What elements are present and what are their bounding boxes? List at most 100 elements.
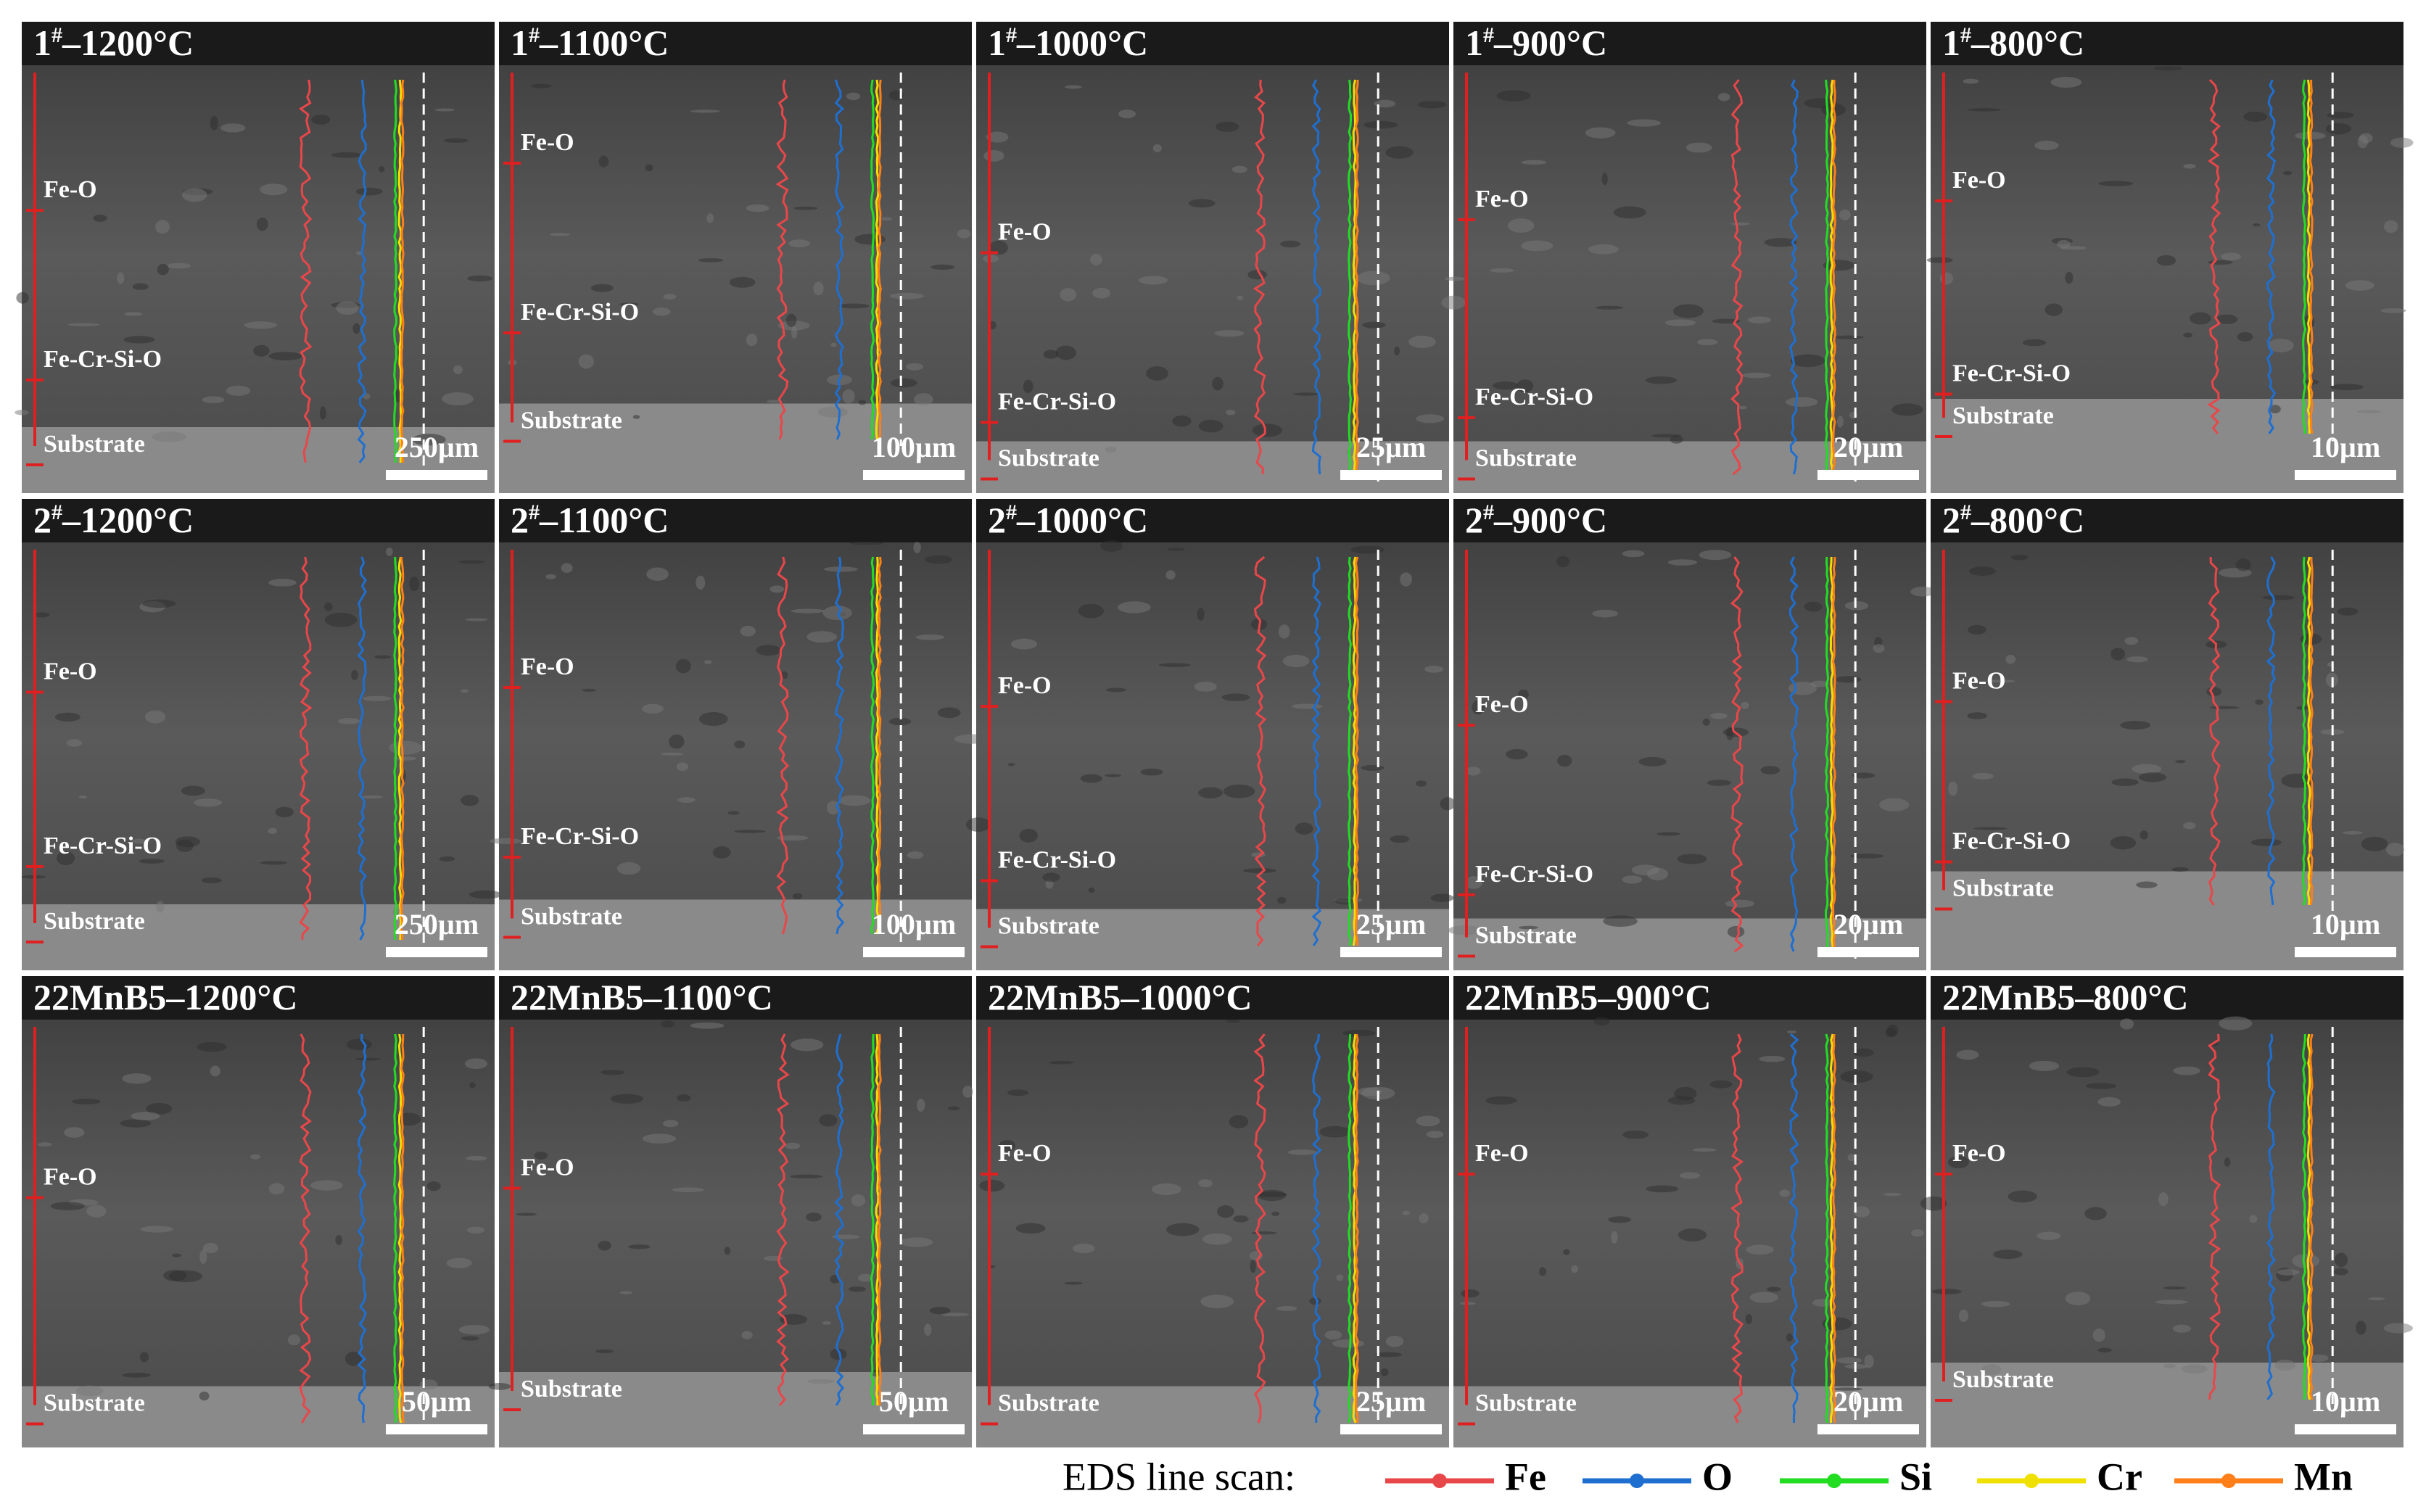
texture	[287, 1334, 300, 1346]
texture	[628, 1244, 651, 1249]
texture	[1833, 335, 1864, 339]
legend-marker	[1432, 1474, 1447, 1488]
texture	[2337, 607, 2359, 616]
texture	[1226, 1020, 1240, 1023]
texture	[2155, 1300, 2188, 1305]
texture	[652, 307, 671, 316]
panel-background	[1453, 499, 1926, 970]
texture	[851, 1194, 866, 1207]
texture	[1656, 832, 1680, 836]
texture	[132, 838, 147, 844]
sem-panel: 2#–1100°C Fe-O Fe-Cr-Si-O Substrate 100µm	[490, 499, 989, 970]
texture	[2085, 1083, 2117, 1089]
texture	[1647, 867, 1669, 880]
texture	[202, 396, 225, 404]
texture	[163, 1270, 187, 1281]
texture	[1556, 555, 1570, 568]
texture	[1910, 586, 1936, 597]
texture	[549, 233, 571, 236]
texture	[1117, 601, 1151, 614]
texture	[1197, 608, 1205, 621]
texture	[1229, 1115, 1249, 1128]
panel-background	[499, 976, 972, 1447]
texture	[123, 336, 155, 344]
legend-label: Cr	[2097, 1455, 2142, 1498]
texture	[767, 400, 782, 403]
texture	[545, 574, 556, 579]
texture	[1726, 727, 1734, 740]
texture	[311, 115, 331, 125]
eds-line-scan	[1352, 1033, 1357, 1424]
texture	[2221, 252, 2242, 261]
texture	[2262, 595, 2295, 600]
panel-title: 2#–1100°C	[511, 500, 669, 540]
texture	[1779, 1189, 1790, 1197]
layer-label: Substrate	[521, 407, 622, 434]
panel-background	[1453, 976, 1926, 1447]
texture	[1080, 774, 1102, 783]
texture	[1685, 142, 1712, 153]
legend-label: Si	[1899, 1455, 1932, 1498]
texture	[446, 1257, 472, 1268]
texture	[1390, 835, 1410, 843]
substrate-region	[1453, 441, 1926, 493]
texture	[1712, 318, 1741, 324]
texture	[2333, 1268, 2348, 1276]
panel-title: 2#–1000°C	[988, 500, 1148, 540]
texture	[71, 1098, 101, 1105]
texture	[619, 302, 639, 306]
texture	[662, 1120, 679, 1128]
eds-line-scan	[1825, 556, 1830, 952]
title-superscript: #	[1960, 500, 1971, 524]
texture	[1707, 780, 1732, 786]
texture	[785, 313, 797, 327]
layer-label: Substrate	[44, 431, 145, 458]
scale-bar-label: 10µm	[2311, 908, 2380, 941]
texture	[1622, 875, 1643, 884]
layer-label: Substrate	[1952, 402, 2054, 429]
title-sample: 2	[1465, 500, 1483, 540]
texture	[1786, 1030, 1797, 1034]
texture	[244, 321, 278, 329]
texture	[1627, 119, 1661, 127]
texture	[34, 612, 50, 618]
panel-title: 2#–1200°C	[33, 500, 194, 540]
layer-label: Substrate	[1952, 1366, 2054, 1393]
texture	[453, 365, 463, 374]
layer-label: Fe-Cr-Si-O	[44, 346, 162, 373]
texture	[1151, 1183, 1181, 1196]
texture	[260, 861, 287, 865]
texture	[260, 183, 288, 196]
texture	[199, 1249, 207, 1265]
texture	[2110, 648, 2126, 661]
texture	[1879, 798, 1910, 811]
texture	[2175, 760, 2186, 764]
texture	[2029, 1060, 2060, 1071]
title-sample: 1	[1942, 22, 1960, 63]
texture	[56, 851, 75, 866]
texture	[983, 149, 1004, 162]
texture	[880, 217, 893, 221]
texture	[1539, 1267, 1547, 1276]
sem-panel: 1#–1200°C Fe-O Fe-Cr-Si-O Substrate 250µm	[15, 22, 495, 493]
eds-line-scan	[877, 79, 882, 440]
texture	[1702, 718, 1710, 726]
texture	[979, 1179, 1005, 1192]
texture	[1194, 681, 1217, 692]
texture	[155, 220, 170, 234]
panel-title: 22MnB5–1000°C	[988, 977, 1252, 1017]
texture	[1677, 854, 1707, 864]
texture	[250, 1154, 261, 1160]
texture	[1374, 99, 1396, 108]
texture	[1441, 295, 1466, 310]
substrate-region	[22, 904, 495, 970]
legend-label: Fe	[1505, 1455, 1546, 1498]
texture	[2057, 239, 2071, 249]
texture	[1981, 1300, 2010, 1307]
texture	[727, 811, 740, 815]
texture	[319, 406, 326, 420]
texture	[1324, 1330, 1342, 1340]
sem-panel: 22MnB5–800°C Fe-O Substrate 10µm	[1920, 976, 2413, 1447]
texture	[925, 555, 952, 564]
texture	[1466, 767, 1481, 776]
